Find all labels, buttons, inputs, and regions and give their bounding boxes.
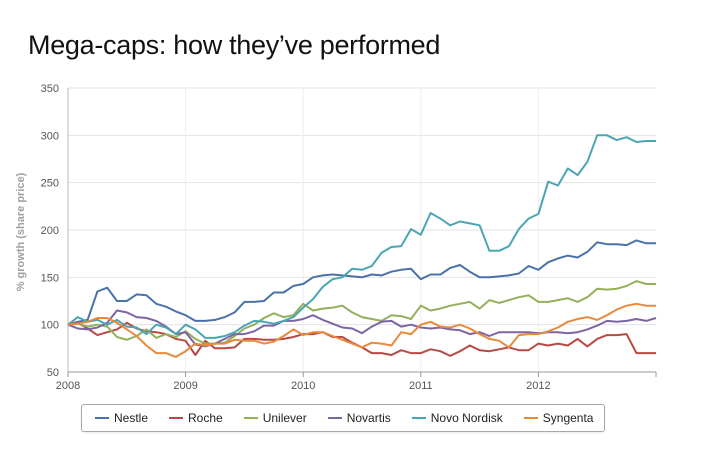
series-line-roche — [67, 321, 656, 357]
legend-swatch — [411, 417, 426, 419]
series-line-unilever — [67, 280, 656, 345]
series-line-novo-nordisk — [67, 134, 656, 339]
series-line-syngenta — [67, 302, 656, 358]
gridlines — [68, 87, 656, 372]
x-tick-label: 2010 — [291, 380, 315, 392]
x-tick-label: 2008 — [56, 380, 80, 392]
chart-legend: Nestle Roche Unilever Novartis Novo Nordisk S… — [81, 404, 605, 432]
y-tick-label: 250 — [41, 178, 59, 190]
x-tick-label: 2012 — [526, 380, 550, 392]
legend-swatch — [327, 417, 342, 419]
legend-swatch — [169, 417, 184, 419]
y-tick-label: 100 — [41, 320, 59, 332]
y-axis-label: % growth (share price) — [15, 172, 27, 291]
y-tick-label: 200 — [41, 225, 59, 237]
series-lines — [67, 134, 657, 358]
legend-item-unilever[interactable]: Unilever — [243, 411, 307, 425]
legend-label: Novo Nordisk — [430, 411, 503, 425]
legend-label: Novartis — [346, 411, 391, 425]
page-title: Mega-caps: how they’ve performed — [28, 30, 441, 60]
legend-label: Syngenta — [542, 411, 594, 425]
legend-item-novo-nordisk[interactable]: Novo Nordisk — [411, 411, 503, 425]
legend-item-novartis[interactable]: Novartis — [327, 411, 391, 425]
y-tick-label: 50 — [47, 367, 59, 379]
y-tick-label: 150 — [41, 272, 59, 284]
y-tick-label: 350 — [41, 83, 59, 95]
series-line-novartis — [67, 309, 657, 348]
y-tick-label: 300 — [41, 130, 59, 142]
x-tick-label: 2011 — [409, 380, 433, 392]
x-tick-label: 2009 — [173, 380, 197, 392]
legend-label: Unilever — [262, 411, 307, 425]
axes: 50 100 150 200 250 300 350 2008 2009 2010 2011 2012 — [41, 83, 657, 392]
legend-label: Roche — [188, 411, 223, 425]
series-line-nestle — [67, 239, 656, 326]
legend-label: Nestle — [114, 411, 149, 425]
legend-item-nestle[interactable]: Nestle — [95, 411, 148, 425]
legend-swatch — [95, 417, 109, 419]
legend-item-syngenta[interactable]: Syngenta — [523, 411, 594, 425]
legend-swatch — [523, 417, 538, 419]
legend-item-roche[interactable]: Roche — [169, 411, 223, 425]
legend-swatch — [243, 417, 258, 419]
